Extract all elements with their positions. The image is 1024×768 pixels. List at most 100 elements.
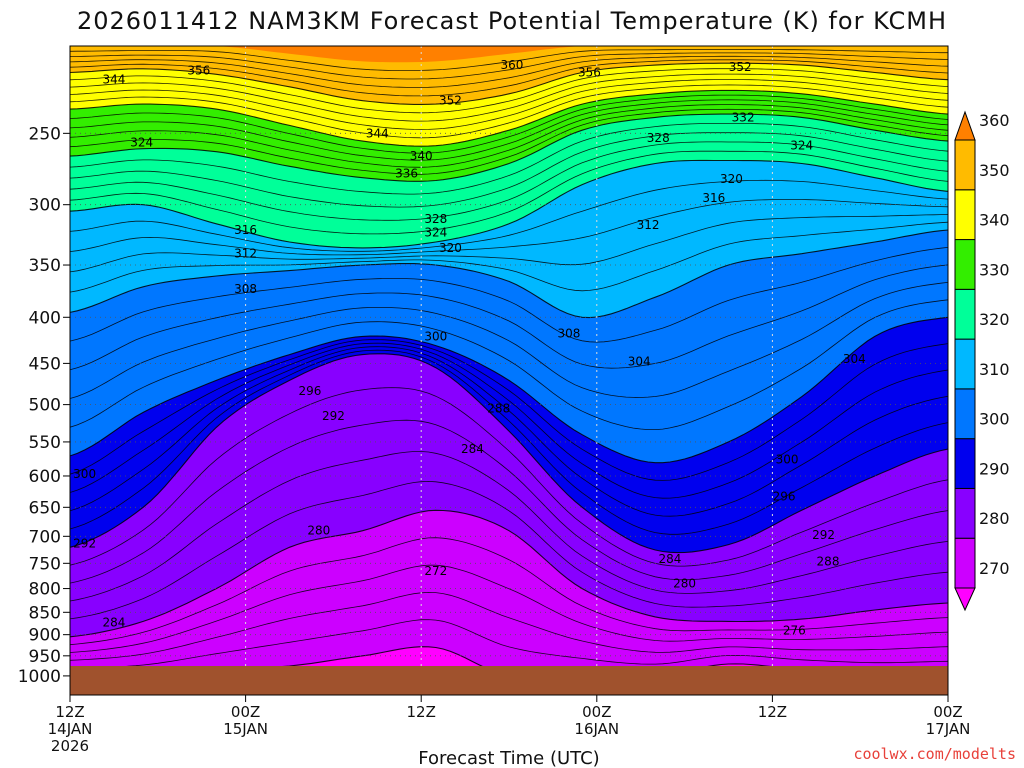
contour-label-352: 352 bbox=[439, 94, 462, 108]
contour-label-304: 304 bbox=[628, 355, 651, 369]
contour-label-284: 284 bbox=[659, 552, 682, 566]
y-tick-label-700: 700 bbox=[29, 527, 61, 547]
x-tick-label-60-2: 17JAN bbox=[926, 720, 971, 738]
x-tick-label-0-3: 2026 bbox=[51, 737, 89, 755]
contour-label-316: 316 bbox=[234, 223, 257, 237]
x-tick-label-0-2: 14JAN bbox=[48, 720, 93, 738]
x-tick-label-12-1: 00Z bbox=[231, 703, 260, 721]
isentrope-344 bbox=[70, 79, 948, 130]
colorbar-label-300: 300 bbox=[979, 410, 1010, 429]
colorbar-bin-310 bbox=[954, 338, 976, 390]
isentrope-276 bbox=[70, 564, 948, 653]
isentrope-308 bbox=[70, 247, 948, 343]
isentrope-282 bbox=[70, 480, 948, 620]
colorbar-label-310: 310 bbox=[979, 360, 1010, 379]
y-tick-label-250: 250 bbox=[29, 124, 61, 144]
contour-label-308: 308 bbox=[558, 327, 581, 341]
colorbar-label-290: 290 bbox=[979, 459, 1010, 478]
contour-label-284: 284 bbox=[461, 442, 484, 456]
y-tick-label-450: 450 bbox=[29, 354, 61, 374]
isentrope-310 bbox=[70, 229, 948, 319]
contour-label-324: 324 bbox=[790, 139, 813, 153]
colorbar-bin-290 bbox=[954, 438, 976, 489]
contour-label-328: 328 bbox=[647, 131, 670, 145]
contour-label-352: 352 bbox=[729, 60, 752, 74]
colorbar-label-360: 360 bbox=[979, 111, 1010, 130]
isentrope-292 bbox=[70, 349, 948, 535]
y-tick-label-650: 650 bbox=[29, 498, 61, 518]
colorbar-bin-340 bbox=[954, 189, 976, 241]
isentrope-300 bbox=[70, 316, 948, 464]
y-tick-label-1000: 1000 bbox=[18, 667, 61, 687]
isentrope-302 bbox=[70, 299, 948, 430]
isentrope-340 bbox=[70, 89, 948, 147]
y-tick-label-600: 600 bbox=[29, 467, 61, 487]
y-tick-label-300: 300 bbox=[29, 196, 61, 216]
y-tick-label-900: 900 bbox=[29, 626, 61, 646]
isentrope-348 bbox=[70, 68, 948, 114]
isentrope-294 bbox=[70, 346, 948, 517]
contour-label-328: 328 bbox=[424, 212, 447, 226]
isentrope-288 bbox=[70, 387, 948, 567]
isentrope-lines bbox=[70, 49, 948, 679]
isentrope-312 bbox=[70, 221, 948, 293]
isentrope-322 bbox=[70, 150, 948, 235]
contour-label-300: 300 bbox=[776, 452, 799, 466]
contour-label-356: 356 bbox=[578, 65, 601, 79]
isentrope-324 bbox=[70, 141, 948, 221]
y-tick-label-350: 350 bbox=[29, 256, 61, 276]
contour-label-324: 324 bbox=[130, 136, 153, 150]
isentrope-338 bbox=[70, 94, 948, 154]
contour-label-284: 284 bbox=[102, 616, 125, 630]
theta-bands bbox=[70, 46, 948, 695]
isentrope-284 bbox=[70, 451, 948, 602]
isentrope-272 bbox=[70, 619, 948, 669]
colorbar-label-320: 320 bbox=[979, 310, 1010, 329]
contour-label-308: 308 bbox=[234, 282, 257, 296]
isentrope-356 bbox=[70, 52, 948, 80]
contour-label-336: 336 bbox=[395, 166, 418, 180]
x-tick-label-36-2: 16JAN bbox=[574, 720, 619, 738]
isentrope-328 bbox=[70, 123, 948, 195]
contour-label-312: 312 bbox=[637, 218, 660, 232]
y-tick-label-750: 750 bbox=[29, 554, 61, 574]
contour-label-300: 300 bbox=[424, 329, 447, 343]
colorbar-bin-350 bbox=[954, 139, 976, 191]
isentrope-342 bbox=[70, 84, 948, 139]
colorbar-label-350: 350 bbox=[979, 161, 1010, 180]
isentrope-358 bbox=[70, 49, 948, 71]
y-tick-label-550: 550 bbox=[29, 433, 61, 453]
contour-label-288: 288 bbox=[817, 555, 840, 569]
y-tick-label-400: 400 bbox=[29, 308, 61, 328]
isentrope-314 bbox=[70, 214, 948, 273]
isentrope-330 bbox=[70, 113, 948, 182]
isentrope-278 bbox=[70, 537, 948, 646]
contour-label-344: 344 bbox=[102, 73, 125, 87]
colorbar-label-270: 270 bbox=[979, 559, 1010, 578]
contour-label-276: 276 bbox=[783, 623, 806, 637]
isentrope-336 bbox=[70, 99, 948, 161]
x-axis-label: Forecast Time (UTC) bbox=[418, 748, 599, 768]
isentrope-318 bbox=[70, 179, 948, 252]
isentrope-334 bbox=[70, 104, 948, 168]
contour-label-324: 324 bbox=[424, 225, 447, 239]
contour-label-292: 292 bbox=[73, 537, 96, 551]
isentrope-350 bbox=[70, 62, 948, 105]
isentrope-332 bbox=[70, 108, 948, 175]
contour-label-340: 340 bbox=[410, 149, 433, 163]
isentrope-316 bbox=[70, 199, 948, 256]
band-above-360 bbox=[70, 46, 948, 63]
contour-label-300: 300 bbox=[73, 467, 96, 481]
isentrope-304 bbox=[70, 282, 948, 399]
isentrope-354 bbox=[70, 55, 948, 88]
chart-title: 2026011412 NAM3KM Forecast Potential Tem… bbox=[77, 7, 947, 35]
ground-surface bbox=[70, 666, 948, 695]
plot-area bbox=[70, 46, 948, 695]
contour-label-292: 292 bbox=[322, 409, 345, 423]
y-tick-label-500: 500 bbox=[29, 396, 61, 416]
contour-label-280: 280 bbox=[307, 524, 330, 538]
contour-label-312: 312 bbox=[234, 247, 257, 261]
contour-label-320: 320 bbox=[720, 172, 743, 186]
colorbar-label-280: 280 bbox=[979, 509, 1010, 528]
